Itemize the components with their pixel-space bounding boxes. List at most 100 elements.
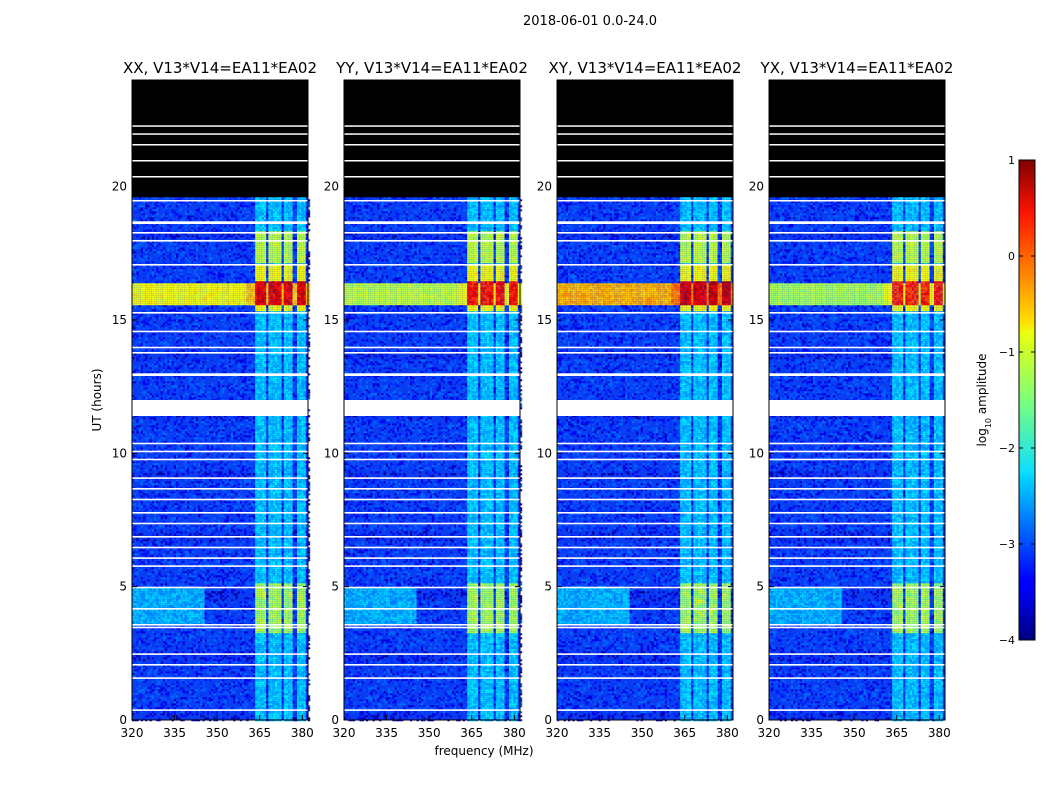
heatmap-cell [198, 219, 200, 221]
heatmap-cell [286, 207, 288, 209]
heatmap-cell [282, 205, 284, 207]
heatmap-cell [169, 201, 171, 203]
heatmap-cell [213, 217, 215, 219]
heatmap-cell [295, 227, 297, 229]
heatmap-cell [134, 205, 136, 207]
heatmap-cell [277, 205, 279, 207]
heatmap-cell [224, 209, 226, 211]
heatmap-cell [152, 213, 154, 215]
heatmap-cell [297, 225, 299, 227]
heatmap-cell [174, 215, 176, 217]
heatmap-cell [136, 229, 138, 231]
heatmap-cell [141, 205, 143, 207]
heatmap-cell [222, 197, 224, 199]
heatmap-cell [213, 205, 215, 207]
heatmap-cell [238, 225, 240, 227]
heatmap-cell [299, 219, 301, 221]
heatmap-cell [262, 219, 264, 221]
heatmap-cell [271, 225, 273, 227]
heatmap-cell [288, 211, 290, 213]
heatmap-cell [189, 215, 191, 217]
heatmap-cell [299, 197, 301, 199]
heatmap-cell [152, 207, 154, 209]
heatmap-cell [202, 227, 204, 229]
heatmap-cell [266, 213, 268, 215]
heatmap-cell [260, 215, 262, 217]
heatmap-cell [139, 201, 141, 203]
heatmap-cell [271, 229, 273, 231]
heatmap-cell [205, 225, 207, 227]
heatmap-cell [216, 213, 218, 215]
heatmap-cell [196, 209, 198, 211]
heatmap-cell [277, 201, 279, 203]
heatmap-cell [152, 197, 154, 199]
heatmap-cell [139, 205, 141, 207]
heatmap-cell [282, 197, 284, 199]
heatmap-cell [178, 225, 180, 227]
heatmap-cell [240, 211, 242, 213]
heatmap-cell [141, 213, 143, 215]
heatmap-cell [279, 229, 281, 231]
heatmap-cell [156, 205, 158, 207]
heatmap-cell [200, 229, 202, 231]
heatmap-cell [207, 205, 209, 207]
heatmap-cell [185, 203, 187, 205]
heatmap-cell [211, 219, 213, 221]
heatmap-cell [271, 201, 273, 203]
heatmap-cell [141, 211, 143, 213]
heatmap-cell [286, 229, 288, 231]
heatmap-cell [185, 197, 187, 199]
heatmap-cell [191, 215, 193, 217]
heatmap-cell [257, 201, 259, 203]
heatmap-cell [218, 197, 220, 199]
heatmap-cell [198, 215, 200, 217]
heatmap-cell [207, 209, 209, 211]
heatmap-cell [288, 197, 290, 199]
heatmap-cell [134, 197, 136, 199]
heatmap-cell [209, 219, 211, 221]
heatmap-cell [273, 219, 275, 221]
heatmap-cell [174, 227, 176, 229]
heatmap-cell [264, 213, 266, 215]
heatmap-cell [242, 201, 244, 203]
heatmap-cell [266, 225, 268, 227]
heatmap-cell [163, 213, 165, 215]
heatmap-cell [273, 227, 275, 229]
heatmap-cell [286, 227, 288, 229]
heatmap-cell [242, 215, 244, 217]
heatmap-cell [301, 205, 303, 207]
heatmap-cell [139, 217, 141, 219]
heatmap-cell [150, 211, 152, 213]
heatmap-cell [147, 219, 149, 221]
heatmap-cell [284, 219, 286, 221]
heatmap-cell [229, 227, 231, 229]
heatmap-cell [198, 201, 200, 203]
heatmap-cell [279, 207, 281, 209]
heatmap-cell [216, 211, 218, 213]
heatmap-cell [150, 209, 152, 211]
heatmap-cell [178, 213, 180, 215]
heatmap-cell [246, 211, 248, 213]
heatmap-cell [288, 209, 290, 211]
heatmap-cell [260, 213, 262, 215]
heatmap-cell [198, 227, 200, 229]
heatmap-cell [271, 217, 273, 219]
heatmap-cell [279, 225, 281, 227]
heatmap-cell [134, 211, 136, 213]
heatmap-cell [262, 213, 264, 215]
heatmap-cell [165, 219, 167, 221]
heatmap-cell [189, 201, 191, 203]
heatmap-cell [260, 207, 262, 209]
heatmap-cell [277, 207, 279, 209]
heatmap-cell [271, 209, 273, 211]
heatmap-cell [288, 201, 290, 203]
heatmap-cell [216, 229, 218, 231]
heatmap-cell [169, 229, 171, 231]
heatmap-cell [222, 227, 224, 229]
heatmap-cell [227, 203, 229, 205]
heatmap-cell [244, 201, 246, 203]
heatmap-cell [271, 207, 273, 209]
heatmap-cell [178, 203, 180, 205]
heatmap-cell [246, 203, 248, 205]
